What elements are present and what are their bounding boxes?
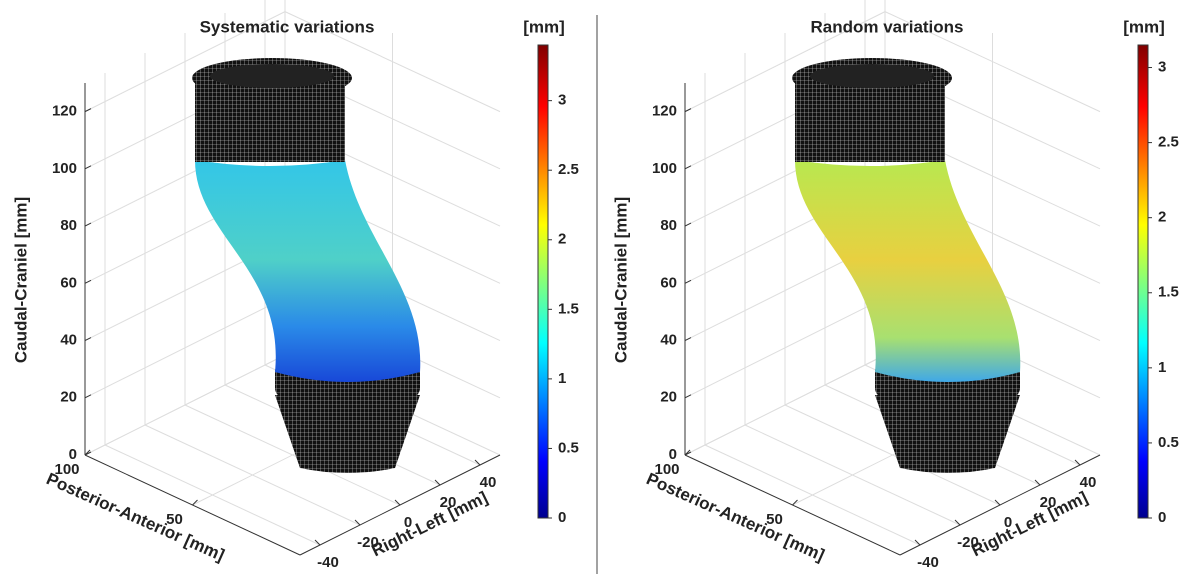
z-tick-label: 80 [60, 217, 77, 234]
colorbar [537, 44, 549, 519]
z-axis-label: Caudal-Craniel [mm] [11, 197, 30, 363]
colorbar-tick-label: 0 [558, 509, 566, 526]
z-axis-label: Caudal-Craniel [mm] [611, 197, 630, 363]
tick-mark [84, 222, 92, 227]
tick-mark [1034, 479, 1041, 486]
y-tick-label: -40 [317, 554, 339, 571]
tick-mark [84, 449, 91, 456]
x-axis-label: Posterior-Anterior [mm] [44, 469, 228, 565]
y-tick-label: -20 [357, 534, 379, 551]
grid-line [104, 444, 321, 546]
z-tick-label: 20 [60, 389, 77, 406]
surface [792, 58, 1021, 473]
tick-mark [684, 337, 692, 341]
x-tick-label: 100 [654, 461, 679, 478]
tick-mark [684, 449, 691, 456]
grid-line [704, 444, 921, 546]
tick-mark [792, 499, 798, 506]
surface [192, 58, 421, 473]
z-tick-label: 100 [52, 160, 77, 177]
y-tick-label: 20 [440, 494, 457, 511]
title: Systematic variations [200, 17, 375, 36]
colorbar-tick-label: 1.5 [558, 300, 579, 317]
z-tick-label: 100 [652, 160, 677, 177]
colorbar [1137, 44, 1149, 519]
tick-mark [84, 279, 92, 284]
colorbar-label: [mm] [1123, 17, 1165, 36]
tick-mark [434, 479, 441, 486]
z-tick-label: 20 [660, 389, 677, 406]
tick-mark [914, 539, 921, 546]
colorbar-tick-label: 0.5 [1158, 434, 1179, 451]
colorbar-tick-label: 2.5 [558, 161, 579, 178]
y-tick-label: 40 [480, 474, 497, 491]
tick-mark [394, 499, 401, 506]
y-tick-label: -20 [957, 534, 979, 551]
y-tick-label: 0 [404, 514, 412, 531]
z-tick-label: 60 [60, 274, 77, 291]
colorbar-tick-label: 3 [558, 92, 566, 109]
z-tick-label: 120 [652, 103, 677, 120]
x-tick-label: 50 [766, 511, 783, 528]
tick-mark [684, 394, 692, 399]
z-tick-label: 120 [52, 103, 77, 120]
colorbar-tick-label: 2 [1158, 209, 1166, 226]
tick-mark [354, 519, 361, 526]
colorbar-tick-label: 0.5 [558, 439, 579, 456]
colorbar-tick-label: 2.5 [1158, 134, 1179, 151]
y-tick-label: 40 [1080, 474, 1097, 491]
x-tick-label: 50 [166, 511, 183, 528]
z-tick-label: 40 [660, 332, 677, 349]
grid-line [144, 424, 361, 526]
tick-mark [994, 499, 1001, 506]
colorbar-tick-label: 2 [558, 231, 566, 248]
x-axis-label: Posterior-Anterior [mm] [644, 469, 828, 565]
y-tick-label: -40 [917, 554, 939, 571]
grid-line [744, 424, 961, 526]
y-tick-label: 20 [1040, 494, 1057, 511]
colorbar-tick-label: 1.5 [1158, 284, 1179, 301]
z-tick-label: 40 [60, 332, 77, 349]
tick-mark [684, 108, 692, 113]
tick-mark [954, 519, 961, 526]
grid-line [784, 404, 1001, 506]
tick-mark [84, 394, 92, 399]
tick-mark [192, 499, 198, 506]
z-tick-label: 60 [660, 274, 677, 291]
colorbar-tick-label: 1 [1158, 359, 1166, 376]
z-tick-label: 0 [669, 446, 677, 463]
colorbar-tick-label: 0 [1158, 509, 1166, 526]
y-tick-label: 0 [1004, 514, 1012, 531]
title: Random variations [810, 17, 963, 36]
tick-mark [84, 108, 92, 113]
z-tick-label: 0 [69, 446, 77, 463]
z-tick-label: 80 [660, 217, 677, 234]
tick-mark [684, 165, 692, 170]
colorbar-label: [mm] [523, 17, 565, 36]
x-tick-label: 100 [54, 461, 79, 478]
tick-mark [314, 539, 321, 546]
tick-mark [84, 337, 92, 341]
tick-mark [84, 165, 92, 170]
tick-mark [474, 459, 481, 466]
tick-mark [684, 222, 692, 227]
grid-line [184, 404, 401, 506]
tick-mark [1074, 459, 1081, 466]
colorbar-tick-label: 3 [1158, 58, 1166, 75]
colorbar-tick-label: 1 [558, 370, 566, 387]
tick-mark [684, 279, 692, 284]
